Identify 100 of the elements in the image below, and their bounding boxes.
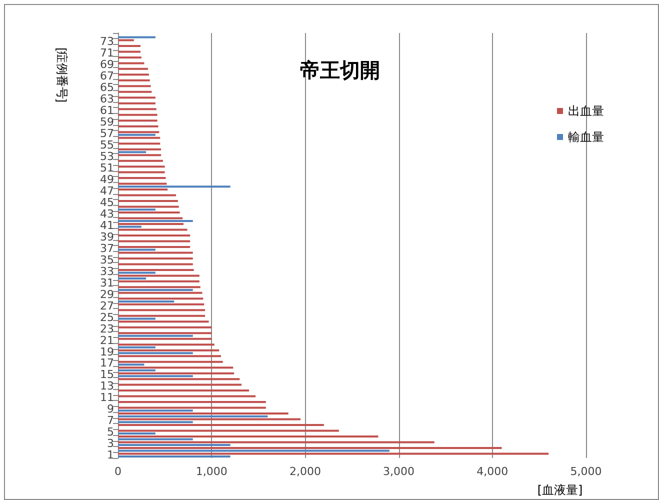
bar bbox=[118, 444, 230, 446]
y-tick-label: 11 bbox=[100, 391, 114, 404]
bar bbox=[118, 136, 160, 139]
y-tick-label: 33 bbox=[100, 264, 114, 278]
x-tick-label: 3,000 bbox=[383, 465, 415, 478]
bar bbox=[118, 228, 188, 231]
bar bbox=[118, 108, 156, 110]
y-tick-label: 19 bbox=[100, 345, 114, 358]
x-tick-label: 1,000 bbox=[196, 465, 228, 478]
bar bbox=[118, 412, 288, 415]
bar bbox=[118, 188, 168, 191]
y-tick-label: 35 bbox=[100, 253, 114, 266]
y-tick-label: 49 bbox=[100, 172, 114, 186]
bar bbox=[118, 441, 434, 444]
x-tick-label: 2,000 bbox=[289, 465, 321, 478]
y-tick-label: 39 bbox=[100, 230, 114, 244]
bar bbox=[118, 410, 193, 412]
bar bbox=[118, 148, 162, 150]
bar bbox=[118, 326, 212, 328]
bar bbox=[118, 79, 150, 82]
bar bbox=[118, 90, 152, 93]
y-tick-label: 67 bbox=[100, 70, 114, 83]
bar bbox=[118, 257, 193, 260]
bar bbox=[118, 375, 193, 378]
bar bbox=[118, 421, 193, 424]
bar bbox=[118, 288, 193, 291]
bar bbox=[118, 292, 202, 294]
bar bbox=[118, 424, 324, 426]
bar bbox=[118, 212, 180, 214]
bar bbox=[118, 217, 183, 220]
bar bbox=[118, 120, 158, 122]
bar bbox=[118, 401, 266, 404]
bar bbox=[118, 390, 250, 392]
bar bbox=[118, 452, 549, 455]
bar bbox=[118, 369, 156, 372]
y-tick-label: 13 bbox=[100, 380, 114, 393]
bar bbox=[118, 344, 214, 346]
bar bbox=[118, 186, 230, 188]
y-tick-label: 61 bbox=[100, 104, 114, 118]
bar bbox=[118, 338, 212, 340]
y-tick-label: 37 bbox=[100, 242, 114, 255]
y-tick-label: 65 bbox=[100, 81, 114, 94]
bar bbox=[118, 166, 165, 168]
bar bbox=[118, 220, 193, 222]
bar bbox=[118, 274, 200, 277]
bar bbox=[118, 318, 156, 320]
bar bbox=[118, 206, 179, 208]
bar bbox=[118, 39, 134, 42]
bar bbox=[118, 366, 234, 369]
bar bbox=[118, 68, 148, 70]
y-tick-label: 29 bbox=[100, 288, 114, 301]
bar bbox=[118, 246, 190, 248]
bar bbox=[118, 418, 301, 420]
bar bbox=[118, 314, 206, 317]
bar bbox=[118, 436, 378, 438]
legend-label: 輸血量 bbox=[568, 130, 604, 144]
bar bbox=[118, 56, 142, 58]
y-tick-label: 55 bbox=[100, 138, 114, 152]
bar bbox=[118, 226, 142, 228]
bar bbox=[118, 96, 156, 99]
y-tick-label: 43 bbox=[100, 207, 114, 220]
y-tick-label: 63 bbox=[100, 92, 114, 106]
y-tick-label: 73 bbox=[100, 35, 114, 48]
bar bbox=[118, 114, 158, 116]
bar bbox=[118, 280, 200, 282]
legend-label: 出血量 bbox=[568, 104, 604, 118]
x-tick-label: 5,000 bbox=[570, 465, 602, 478]
x-tick-label: 0 bbox=[114, 465, 122, 478]
bar bbox=[118, 309, 206, 312]
bar bbox=[118, 74, 149, 76]
bar bbox=[118, 277, 146, 280]
y-tick-label: 41 bbox=[100, 218, 114, 232]
y-tick-label: 57 bbox=[100, 127, 114, 140]
y-tick-label: 15 bbox=[100, 368, 114, 382]
y-tick-label: 9 bbox=[107, 402, 114, 416]
bar bbox=[118, 300, 174, 302]
bar bbox=[118, 334, 193, 337]
text: 帝王切開 bbox=[300, 58, 380, 82]
y-tick-label: 17 bbox=[100, 356, 114, 370]
bar bbox=[118, 134, 156, 136]
bar bbox=[118, 446, 502, 449]
bar bbox=[118, 360, 223, 363]
y-tick-label: 1 bbox=[107, 448, 114, 462]
y-tick-label: 31 bbox=[100, 276, 114, 290]
bar bbox=[118, 248, 156, 251]
bar bbox=[118, 234, 190, 236]
bar bbox=[118, 200, 178, 202]
bar bbox=[118, 160, 163, 162]
y-tick-label: 51 bbox=[100, 161, 114, 174]
bar bbox=[118, 223, 184, 225]
y-tick-label: 71 bbox=[100, 46, 114, 60]
bar bbox=[118, 346, 156, 348]
y-tick-label: 23 bbox=[100, 322, 114, 336]
bar bbox=[118, 151, 146, 154]
y-tick-label: 7 bbox=[107, 414, 114, 428]
bar bbox=[118, 131, 160, 134]
y-tick-label: 25 bbox=[100, 310, 114, 324]
y-tick-label: 59 bbox=[100, 116, 114, 129]
bar bbox=[118, 240, 190, 242]
bar bbox=[118, 177, 166, 180]
